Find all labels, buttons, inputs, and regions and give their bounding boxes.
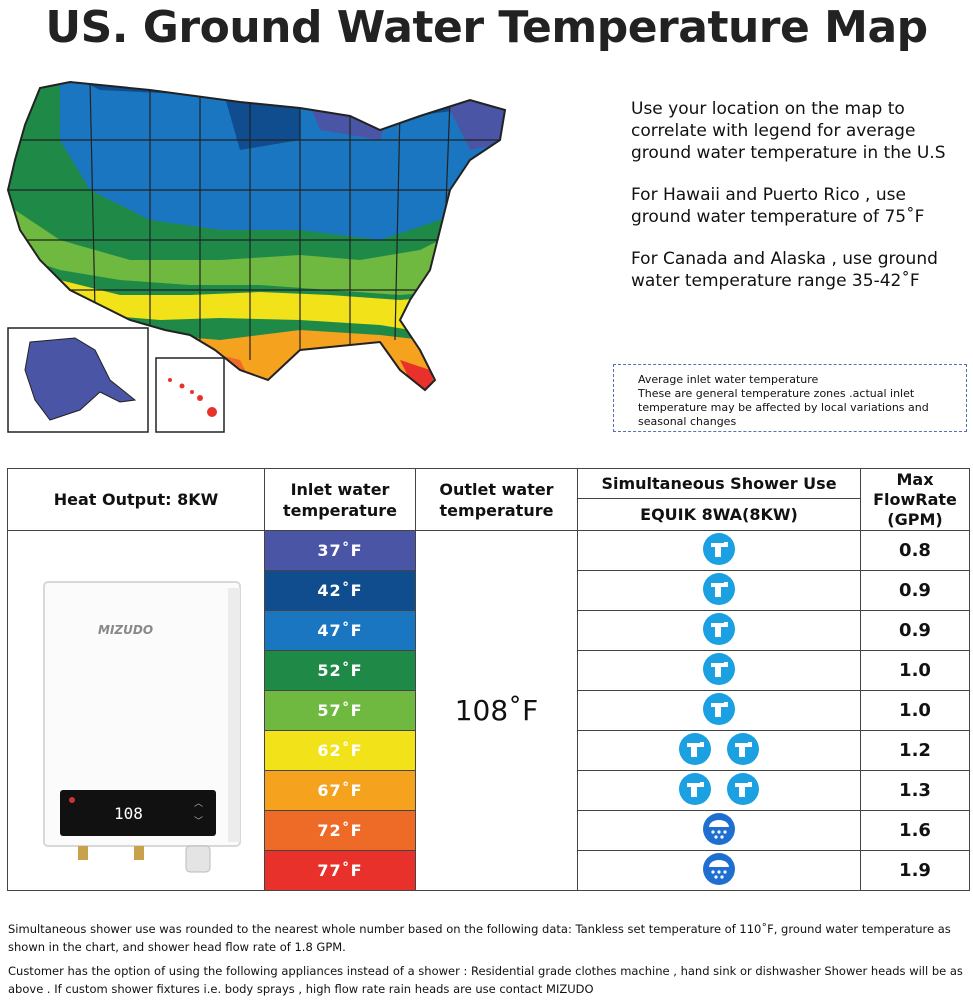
max-flow-cell: 1.0 — [860, 650, 970, 691]
shower-use-cell — [577, 570, 861, 611]
table-row: 52˚F 1.0 — [8, 650, 970, 691]
table-row: 57˚F 1.0 — [8, 690, 970, 731]
svg-text:﹀: ﹀ — [194, 816, 203, 827]
faucet-icon — [678, 732, 712, 770]
max-flow-cell: 0.8 — [860, 530, 970, 571]
table-row: 77˚F 1.9 — [8, 850, 970, 891]
inlet-temp-cell: 42˚F — [264, 570, 416, 611]
svg-text:︿: ︿ — [194, 799, 203, 809]
shower-use-cell — [577, 850, 861, 891]
table-row: 47˚F 0.9 — [8, 610, 970, 651]
footer-note-rounding: Simultaneous shower use was rounded to t… — [8, 922, 951, 954]
shower-head-icon — [702, 812, 736, 850]
max-flow-cell: 0.9 — [860, 570, 970, 611]
max-flow-header: Max FlowRate (GPM) — [860, 468, 970, 531]
inlet-temp-cell: 77˚F — [264, 850, 416, 891]
footer-note-appliances: Customer has the option of using the fol… — [8, 964, 963, 996]
outlet-temp-cell: 108˚F — [415, 530, 578, 891]
faucet-icon — [702, 692, 736, 730]
table-row: 62˚F 1.2 — [8, 730, 970, 771]
inlet-temp-header: Inlet water temperature — [264, 468, 416, 531]
instruction-canada: For Canada and Alaska , use ground water… — [631, 249, 938, 291]
max-flow-cell: 0.9 — [860, 610, 970, 651]
instruction-location: Use your location on the map to correlat… — [631, 99, 946, 163]
faucet-icon — [726, 772, 760, 810]
footer-notes: Simultaneous shower use was rounded to t… — [8, 920, 968, 1004]
legend-note: Average inlet water temperature These ar… — [613, 364, 967, 432]
brand-logo: MIZUDO — [98, 623, 153, 637]
max-flow-cell: 1.6 — [860, 810, 970, 851]
inlet-temp-cell: 72˚F — [264, 810, 416, 851]
max-flow-cell: 1.0 — [860, 690, 970, 731]
faucet-icon — [702, 572, 736, 610]
faucet-icon — [702, 652, 736, 690]
heater-display: 108 — [114, 804, 143, 823]
faucet-icon — [726, 732, 760, 770]
max-flow-cell: 1.3 — [860, 770, 970, 811]
shower-use-cell — [577, 650, 861, 691]
map-instructions: Use your location on the map to correlat… — [631, 98, 971, 312]
water-heater-image: MIZUDO 108 ︿ ﹀ — [43, 581, 241, 873]
inlet-temp-cell: 37˚F — [264, 530, 416, 571]
instruction-hawaii: For Hawaii and Puerto Rico , use ground … — [631, 185, 925, 227]
inlet-temp-cell: 47˚F — [264, 610, 416, 651]
us-ground-water-temperature-map — [6, 80, 507, 433]
outlet-temp-header: Outlet water temperature — [415, 468, 578, 531]
shower-use-cell — [577, 530, 861, 571]
legend-note-title: Average inlet water temperature — [638, 373, 819, 386]
max-flow-cell: 1.2 — [860, 730, 970, 771]
faucet-icon — [678, 772, 712, 810]
inlet-temp-cell: 62˚F — [264, 730, 416, 771]
inlet-temp-cell: 52˚F — [264, 650, 416, 691]
table-row: 37˚F 108˚F 0.8 — [7, 530, 970, 891]
shower-use-cell — [577, 770, 861, 811]
heat-output-header: Heat Output: 8KW — [7, 468, 265, 531]
simultaneous-use-header: Simultaneous Shower Use — [577, 468, 861, 499]
shower-use-cell — [577, 690, 861, 731]
shower-use-cell — [577, 610, 861, 651]
shower-head-icon — [702, 852, 736, 890]
faucet-icon — [702, 532, 736, 570]
model-header: EQUIK 8WA(8KW) — [577, 498, 861, 531]
legend-note-text: These are general temperature zones .act… — [638, 387, 929, 428]
faucet-icon — [702, 612, 736, 650]
inlet-temp-cell: 67˚F — [264, 770, 416, 811]
shower-use-cell — [577, 810, 861, 851]
shower-use-cell — [577, 730, 861, 771]
max-flow-cell: 1.9 — [860, 850, 970, 891]
page-title: US. Ground Water Temperature Map — [45, 2, 928, 53]
inlet-temp-cell: 57˚F — [264, 690, 416, 731]
